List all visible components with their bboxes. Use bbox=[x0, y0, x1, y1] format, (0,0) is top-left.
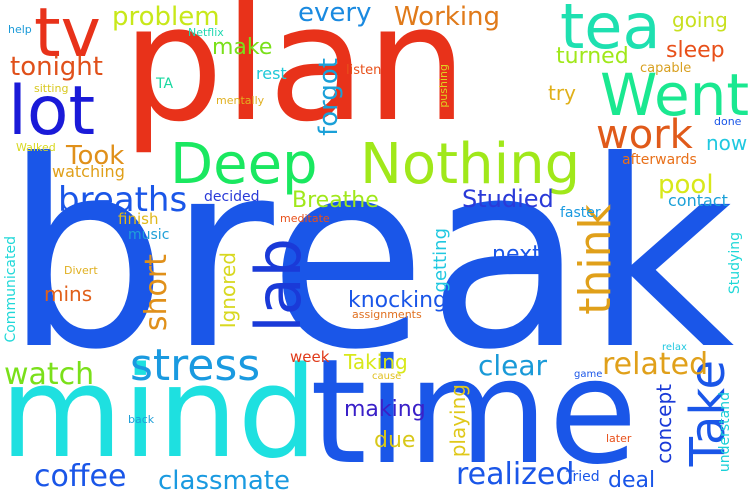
word-break: break bbox=[4, 106, 735, 406]
word-due: due bbox=[374, 428, 416, 453]
word-work: work bbox=[596, 112, 693, 158]
word-faster: faster bbox=[560, 205, 601, 221]
word-going: going bbox=[672, 8, 728, 32]
word-later: later bbox=[606, 432, 632, 445]
word-studying: Studying bbox=[727, 232, 743, 295]
word-relax: relax bbox=[662, 342, 687, 353]
word-netflix: Netflix bbox=[188, 26, 224, 39]
word-watching: watching bbox=[52, 162, 125, 181]
word-related: related bbox=[602, 347, 709, 382]
word-working: Working bbox=[394, 2, 501, 32]
word-problem: problem bbox=[112, 2, 220, 32]
word-breathe: Breathe bbox=[292, 188, 379, 213]
word-done: done bbox=[714, 115, 742, 128]
word-music: music bbox=[128, 227, 170, 243]
word-help: help bbox=[8, 23, 32, 36]
word-listen: listen bbox=[346, 63, 382, 78]
word-afterwards: afterwards bbox=[622, 152, 697, 168]
word-week: week bbox=[290, 348, 330, 366]
word-clear: clear bbox=[478, 349, 548, 382]
word-stress: stress bbox=[130, 340, 261, 391]
word-nothing: Nothing bbox=[360, 132, 581, 197]
word-sitting: sitting bbox=[34, 82, 69, 95]
word-now: now bbox=[706, 131, 748, 155]
word-contact: contact bbox=[668, 191, 728, 210]
word-game: game bbox=[574, 369, 603, 380]
word-tea: tea bbox=[560, 0, 661, 63]
word-decided: decided bbox=[204, 189, 260, 205]
word-lab: lab bbox=[242, 238, 315, 333]
word-playing: playing bbox=[446, 384, 470, 458]
word-back: back bbox=[128, 413, 155, 426]
word-tonight: tonight bbox=[10, 52, 103, 82]
word-every: every bbox=[298, 0, 372, 28]
word-tried: Tried bbox=[566, 469, 600, 485]
word-classmate: classmate bbox=[158, 466, 290, 496]
word-forgot: forgot bbox=[314, 58, 344, 136]
word-walked: Walked bbox=[16, 141, 56, 154]
word-time: time bbox=[310, 328, 638, 497]
word-breaths: breaths bbox=[58, 180, 188, 220]
word-next: next bbox=[492, 242, 541, 267]
word-pushing: pushing bbox=[437, 64, 450, 108]
word-studied: Studied bbox=[462, 185, 554, 213]
word-try: try bbox=[548, 81, 576, 105]
word-assignments: assignments bbox=[352, 308, 422, 321]
word-realized: realized bbox=[456, 457, 575, 492]
word-mentally: mentally bbox=[216, 94, 265, 107]
word-capable: capable bbox=[640, 61, 692, 76]
word-concept: concept bbox=[652, 384, 676, 464]
word-turned: turned bbox=[556, 44, 629, 69]
word-meditate: meditate bbox=[280, 212, 330, 225]
word-watch: watch bbox=[4, 357, 95, 392]
word-getting: getting bbox=[430, 228, 451, 293]
word-tv: tv bbox=[34, 0, 101, 73]
word-rest: rest bbox=[256, 64, 287, 83]
word-lot: lot bbox=[8, 72, 96, 151]
word-making: making bbox=[344, 397, 426, 422]
word-ta: TA bbox=[156, 76, 174, 92]
word-went: Went bbox=[600, 61, 750, 129]
word-coffee: coffee bbox=[34, 459, 127, 494]
word-finish: finish bbox=[118, 210, 159, 228]
word-ignored: Ignored bbox=[216, 252, 240, 329]
word-knocking: knocking bbox=[348, 288, 447, 313]
word-cause: cause bbox=[372, 371, 402, 382]
word-understand: understand bbox=[717, 392, 733, 473]
word-taking: Taking bbox=[344, 350, 408, 374]
word-sleep: sleep bbox=[666, 38, 725, 63]
word-divert: Divert bbox=[64, 264, 98, 277]
word-short: short bbox=[139, 254, 174, 332]
word-pool: pool bbox=[658, 170, 714, 200]
word-mins: mins bbox=[44, 282, 93, 306]
word-mind: mind bbox=[0, 339, 318, 486]
word-deal: deal bbox=[608, 468, 656, 493]
word-took: Took bbox=[66, 141, 125, 171]
word-plan: plan bbox=[122, 0, 468, 157]
word-communicated: Communicated bbox=[3, 236, 19, 343]
word-deep: Deep bbox=[170, 132, 318, 197]
word-make: make bbox=[212, 35, 273, 60]
